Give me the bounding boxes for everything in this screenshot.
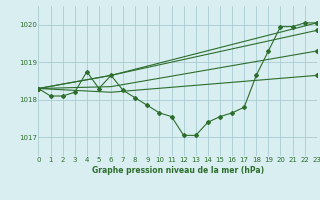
X-axis label: Graphe pression niveau de la mer (hPa): Graphe pression niveau de la mer (hPa) bbox=[92, 166, 264, 175]
